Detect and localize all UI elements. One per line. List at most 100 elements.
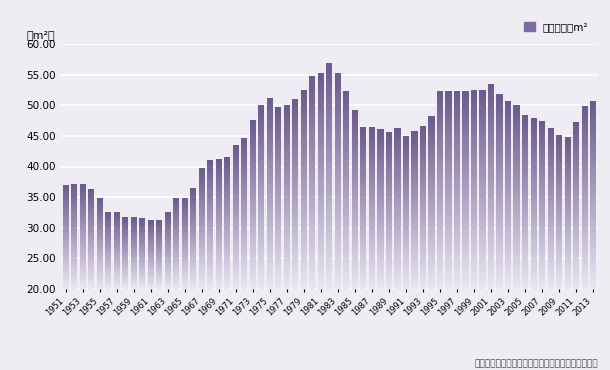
Bar xyxy=(556,232,562,235)
Bar xyxy=(539,176,545,179)
Bar xyxy=(165,239,171,240)
Bar xyxy=(148,269,154,270)
Bar xyxy=(361,246,367,248)
Bar xyxy=(131,286,137,287)
Bar xyxy=(361,173,367,176)
Bar xyxy=(445,150,451,154)
Bar xyxy=(454,256,460,259)
Bar xyxy=(352,176,358,179)
Bar xyxy=(309,168,315,171)
Bar xyxy=(590,101,596,104)
Bar xyxy=(581,206,587,209)
Bar xyxy=(96,209,102,210)
Bar xyxy=(445,213,451,216)
Bar xyxy=(63,194,69,195)
Bar xyxy=(352,167,358,170)
Bar xyxy=(548,224,554,227)
Bar xyxy=(199,276,205,279)
Bar xyxy=(96,260,102,262)
Bar xyxy=(258,215,264,218)
Bar xyxy=(522,202,528,205)
Bar xyxy=(190,203,196,205)
Bar xyxy=(343,118,350,121)
Bar xyxy=(437,137,443,141)
Bar xyxy=(378,206,384,209)
Bar xyxy=(428,211,434,214)
Bar xyxy=(173,201,179,202)
Bar xyxy=(249,278,256,280)
Bar xyxy=(96,272,102,273)
Bar xyxy=(190,269,196,270)
Bar xyxy=(301,186,307,189)
Bar xyxy=(267,269,273,273)
Bar xyxy=(156,243,162,244)
Bar xyxy=(497,94,503,98)
Bar xyxy=(284,130,290,133)
Bar xyxy=(361,216,367,219)
Bar xyxy=(386,273,392,276)
Bar xyxy=(403,144,409,146)
Bar xyxy=(556,202,562,204)
Bar xyxy=(378,219,384,222)
Bar xyxy=(556,240,562,243)
Bar xyxy=(275,198,281,201)
Bar xyxy=(411,181,417,184)
Bar xyxy=(556,179,562,181)
Bar xyxy=(122,245,128,246)
Bar xyxy=(505,226,511,229)
Bar xyxy=(479,182,486,186)
Bar xyxy=(335,159,341,163)
Bar xyxy=(71,229,77,231)
Bar xyxy=(505,213,511,217)
Bar xyxy=(369,256,375,259)
Bar xyxy=(122,238,128,239)
Bar xyxy=(352,277,358,280)
Bar xyxy=(420,178,426,180)
Bar xyxy=(548,211,554,213)
Bar xyxy=(479,196,486,199)
Bar xyxy=(63,261,69,263)
Bar xyxy=(411,136,417,139)
Bar xyxy=(343,243,350,246)
Bar xyxy=(207,179,213,181)
Bar xyxy=(548,192,554,195)
Bar xyxy=(326,179,332,183)
Bar xyxy=(122,262,128,263)
Bar xyxy=(556,143,562,145)
Bar xyxy=(165,283,171,285)
Bar xyxy=(581,264,587,267)
Bar xyxy=(445,154,451,157)
Bar xyxy=(199,266,205,269)
Bar xyxy=(497,149,503,153)
Bar xyxy=(233,248,239,250)
Bar xyxy=(242,218,248,221)
Bar xyxy=(301,189,307,192)
Bar xyxy=(445,91,451,94)
Bar xyxy=(80,215,86,217)
Bar xyxy=(224,192,231,194)
Bar xyxy=(207,171,213,173)
Bar xyxy=(539,124,545,126)
Bar xyxy=(378,163,384,166)
Bar xyxy=(309,171,315,175)
Bar xyxy=(361,176,367,178)
Bar xyxy=(207,181,213,184)
Bar xyxy=(63,197,69,199)
Bar xyxy=(437,114,443,118)
Bar xyxy=(369,280,375,283)
Bar xyxy=(488,210,494,213)
Bar xyxy=(326,172,332,176)
Bar xyxy=(224,201,231,203)
Bar xyxy=(105,264,111,266)
Bar xyxy=(80,214,86,215)
Bar xyxy=(539,121,545,124)
Bar xyxy=(497,259,503,263)
Bar xyxy=(122,285,128,286)
Bar xyxy=(139,284,145,285)
Bar xyxy=(224,209,231,212)
Bar xyxy=(335,278,341,282)
Bar xyxy=(420,183,426,186)
Bar xyxy=(411,268,417,270)
Bar xyxy=(156,253,162,255)
Bar xyxy=(420,148,426,151)
